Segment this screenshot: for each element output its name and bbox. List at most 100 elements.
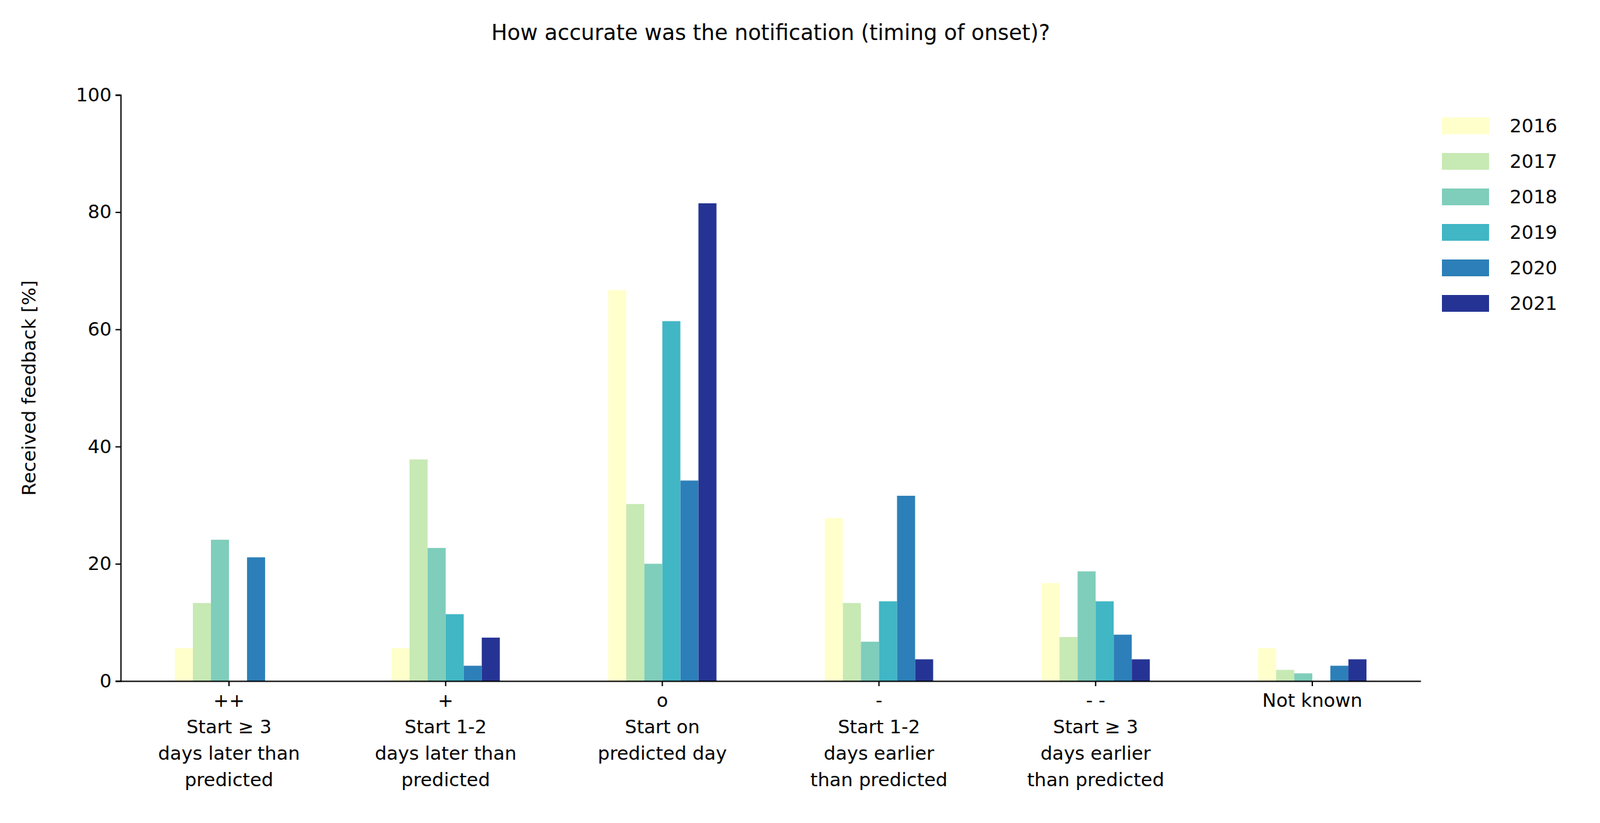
bar xyxy=(860,641,879,681)
x-axis: ++ Start ≥ 3 days later than predicted + Star… xyxy=(121,680,1422,791)
bar xyxy=(1348,658,1367,681)
legend-swatch xyxy=(1441,259,1490,277)
bar xyxy=(1330,665,1349,681)
y-tick-label: 0 xyxy=(100,669,112,692)
x-tick-label: ++ Start ≥ 3 days later than predicted xyxy=(158,689,300,791)
bar xyxy=(1294,672,1313,681)
legend-label: 2021 xyxy=(1509,292,1558,315)
x-tick-label-line: Start ≥ 3 xyxy=(186,715,272,738)
x-tick-label-line: predicted xyxy=(184,768,274,791)
bars xyxy=(174,203,1367,681)
bar xyxy=(608,289,627,681)
x-tick-label-line: days earlier xyxy=(1040,741,1151,764)
y-tick-label: 20 xyxy=(87,552,112,575)
x-tick-label: - Start 1-2 days earlier than predicted xyxy=(810,689,948,791)
y-tick-mark xyxy=(115,680,121,682)
legend-swatch xyxy=(1441,223,1490,241)
x-tick-label-line: ++ xyxy=(213,689,246,711)
bar xyxy=(896,495,915,681)
x-tick: ++ Start ≥ 3 days later than predicted xyxy=(158,680,300,791)
x-tick-label: Not known xyxy=(1262,689,1363,711)
x-tick-mark xyxy=(1094,680,1097,686)
title: How accurate was the notification (timin… xyxy=(491,20,1051,46)
x-tick-label-line: than predicted xyxy=(810,768,948,791)
legend-label: 2020 xyxy=(1509,256,1558,279)
bar xyxy=(247,556,266,681)
bar xyxy=(1258,647,1277,681)
legend-item: 2017 xyxy=(1441,150,1558,173)
x-tick-label-line: Start 1-2 xyxy=(838,715,920,738)
legend-item: 2019 xyxy=(1441,221,1558,244)
bar xyxy=(1131,658,1150,681)
bar xyxy=(210,539,230,681)
x-tick: +Start 1-2days later thanpredicted xyxy=(374,680,517,791)
y-tick-label: 100 xyxy=(76,83,112,106)
bar xyxy=(192,602,211,681)
x-tick-label-line: + xyxy=(438,689,454,711)
bar xyxy=(698,203,717,681)
bar xyxy=(445,613,464,681)
x-tick-label-line: days later than xyxy=(158,741,300,764)
bar xyxy=(1276,669,1295,681)
y-tick-mark xyxy=(115,94,121,97)
legend-label: 2018 xyxy=(1509,185,1558,208)
x-tick-label-line: - - xyxy=(1085,689,1106,711)
x-tick-label-line: predicted day xyxy=(598,741,728,764)
x-tick: oStart onpredicted day xyxy=(598,680,728,764)
x-tick-label-line: days later than xyxy=(374,741,517,764)
x-tick: - - Start ≥ 3 days earlier than predicted xyxy=(1027,680,1165,791)
bar xyxy=(409,459,428,681)
x-tick-label-line: - xyxy=(875,689,882,711)
bar xyxy=(481,637,500,681)
x-tick-mark xyxy=(228,680,230,686)
bar xyxy=(1041,582,1060,681)
bar xyxy=(662,320,681,681)
legend-label: 2019 xyxy=(1509,221,1558,244)
y-tick: 40 xyxy=(87,435,121,458)
series-bars xyxy=(247,480,1349,681)
series-bars xyxy=(481,203,1367,681)
bar xyxy=(1059,636,1078,681)
series-bars xyxy=(174,289,1277,681)
y-tick-label: 80 xyxy=(87,200,112,223)
x-tick-label-line: days earlier xyxy=(823,741,935,764)
legend-item: 2020 xyxy=(1441,256,1558,279)
legend: 2016 2017 2018 2019 2020 2021 xyxy=(1441,114,1558,315)
x-tick-label-line: than predicted xyxy=(1027,768,1165,791)
bar xyxy=(824,518,843,681)
legend-item: 2016 xyxy=(1441,114,1558,137)
x-tick-mark xyxy=(1311,680,1313,686)
bar xyxy=(842,602,861,681)
y-tick: 20 xyxy=(87,552,121,575)
y-tick-mark xyxy=(115,563,121,565)
y-tick: 100 xyxy=(76,83,121,106)
x-tick: Not known xyxy=(1262,680,1363,711)
x-tick-mark xyxy=(445,680,447,686)
x-tick-label: +Start 1-2days later thanpredicted xyxy=(374,689,517,791)
x-tick-mark xyxy=(661,680,664,686)
series-bars xyxy=(192,459,1295,681)
y-tick-mark xyxy=(115,329,121,331)
legend-swatch xyxy=(1441,117,1490,135)
legend-swatch xyxy=(1441,152,1490,170)
legend-label: 2017 xyxy=(1509,150,1558,173)
x-tick-label-line: o xyxy=(656,689,669,711)
bar xyxy=(391,647,410,681)
series-bars xyxy=(445,320,1114,681)
y-axis-line xyxy=(115,95,122,682)
legend-item: 2021 xyxy=(1441,292,1558,315)
y-tick-mark xyxy=(115,445,121,448)
legend-swatch xyxy=(1441,294,1490,312)
x-tick-label: oStart onpredicted day xyxy=(598,689,728,764)
y-axis-title: Received feedback [%] xyxy=(18,280,40,496)
y-tick: 80 xyxy=(87,200,121,223)
bar xyxy=(1095,601,1114,681)
x-tick-label-line: predicted xyxy=(401,768,491,791)
x-tick-label-line: Not known xyxy=(1262,689,1363,711)
y-tick-mark xyxy=(115,211,121,213)
y-tick: 0 xyxy=(100,669,121,692)
series-bars xyxy=(210,539,1313,681)
x-tick: - Start 1-2 days earlier than predicted xyxy=(810,680,948,791)
bar xyxy=(680,480,699,681)
x-tick-label-line: Start ≥ 3 xyxy=(1052,715,1139,738)
